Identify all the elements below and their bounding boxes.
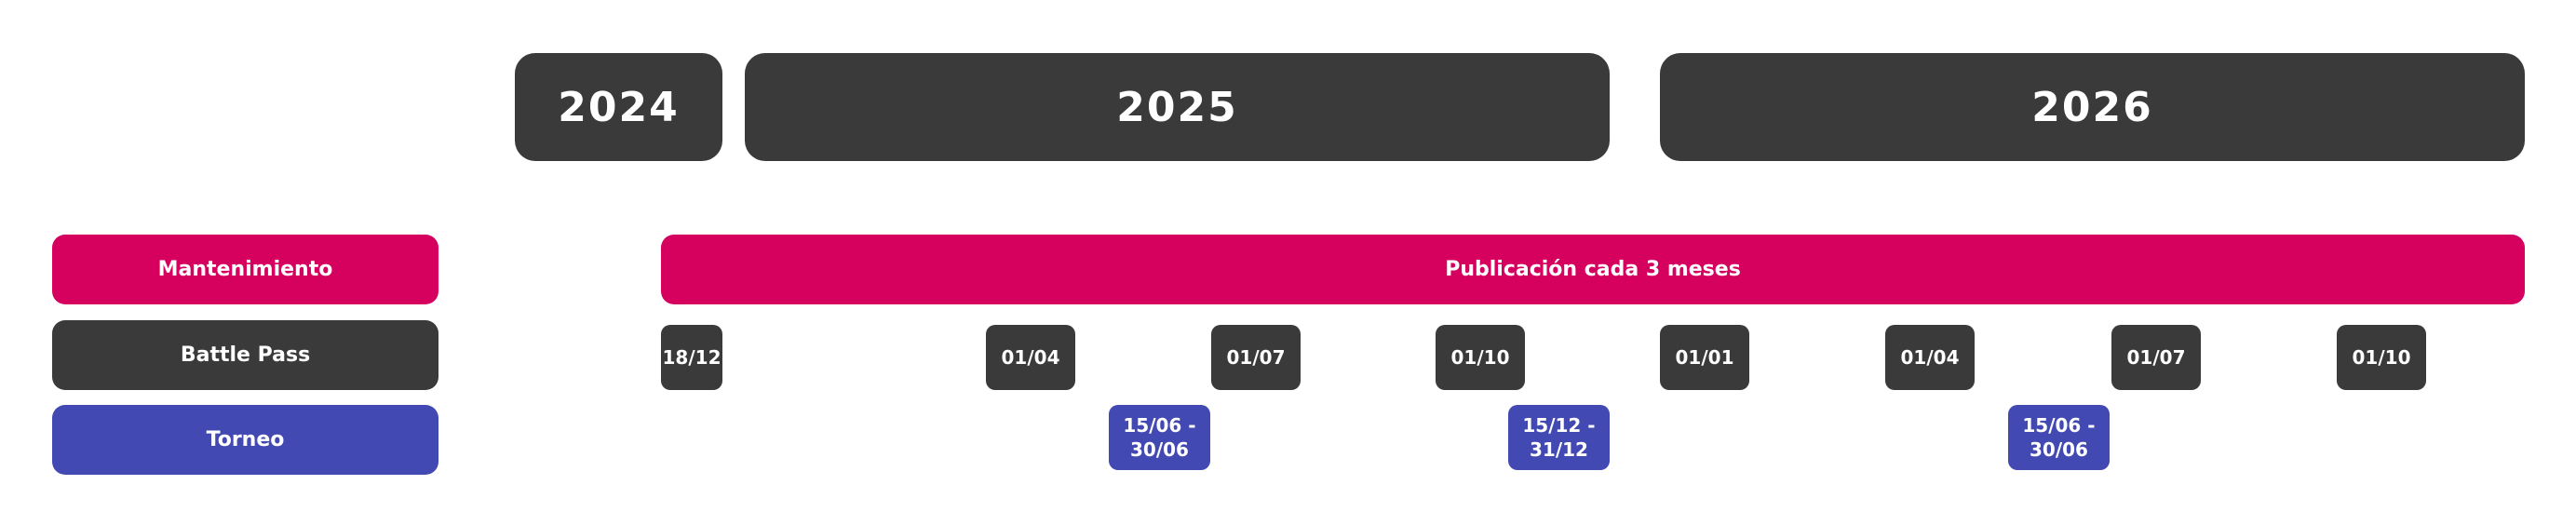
battle-pass-date: 18/12 bbox=[661, 325, 722, 390]
row-label-maintenance: Mantenimiento bbox=[52, 235, 438, 304]
row-label-tournament: Torneo bbox=[52, 405, 438, 475]
battle-pass-date: 01/10 bbox=[2337, 325, 2426, 390]
tournament-period: 15/12 - 31/12 bbox=[1508, 405, 1610, 470]
year-header-2026: 2026 bbox=[1660, 53, 2525, 161]
year-header-2024: 2024 bbox=[515, 53, 722, 161]
tournament-period: 15/06 - 30/06 bbox=[1109, 405, 1210, 470]
tournament-period: 15/06 - 30/06 bbox=[2008, 405, 2110, 470]
year-header-2025: 2025 bbox=[745, 53, 1610, 161]
battle-pass-date: 01/07 bbox=[1211, 325, 1301, 390]
battle-pass-date: 01/01 bbox=[1660, 325, 1749, 390]
battle-pass-date: 01/04 bbox=[986, 325, 1075, 390]
row-label-battle-pass: Battle Pass bbox=[52, 320, 438, 390]
battle-pass-date: 01/07 bbox=[2111, 325, 2201, 390]
battle-pass-date: 01/04 bbox=[1885, 325, 1975, 390]
battle-pass-date: 01/10 bbox=[1436, 325, 1525, 390]
maintenance-bar: Publicación cada 3 meses bbox=[661, 235, 2525, 304]
